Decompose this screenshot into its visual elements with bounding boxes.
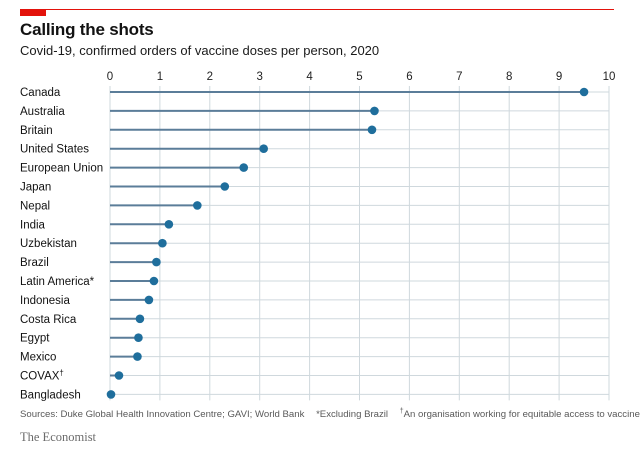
category-label-brazil: Brazil (20, 257, 49, 269)
category-label-uzbekistan: Uzbekistan (20, 238, 77, 250)
footnote-covax: An organisation working for equitable ac… (403, 409, 640, 421)
chart-title: Calling the shots (20, 20, 154, 39)
x-tick-label-5: 5 (356, 71, 362, 83)
footnote-dagger-mark: † (399, 408, 404, 415)
dot-mexico (133, 352, 142, 361)
x-tick-label-8: 8 (506, 71, 512, 83)
dot-uzbekistan (158, 238, 167, 248)
category-label-india: India (20, 219, 46, 231)
category-label-japan: Japan (20, 182, 51, 194)
x-tick-label-4: 4 (306, 71, 313, 83)
dot-indonesia (144, 295, 154, 305)
economist-brand: The Economist (20, 430, 97, 444)
footnote-excluding-brazil: *Excluding Brazil (316, 409, 389, 421)
category-label-european-union: European Union (20, 163, 103, 175)
category-label-bangladesh: Bangladesh (20, 389, 81, 401)
category-label-mexico: Mexico (20, 352, 56, 364)
dot-japan (220, 182, 230, 191)
dot-brazil (152, 257, 161, 267)
category-label-nepal: Nepal (20, 200, 50, 212)
lollipop-chart: 0 1 2 3 4 5 6 7 8 9 10 Canada Australia Britain United… (20, 71, 616, 401)
category-label-covax: COVAX† (20, 369, 64, 383)
x-tick-label-7: 7 (456, 71, 462, 83)
category-label-costa-rica: Costa Rica (20, 314, 77, 326)
category-label-latin-america: Latin America* (20, 276, 95, 288)
chart-subtitle: Covid-19, confirmed orders of vaccine do… (20, 43, 380, 58)
category-label-egypt: Egypt (20, 333, 50, 345)
x-tick-label-3: 3 (256, 71, 262, 83)
dot-australia (370, 106, 379, 116)
x-tick-label-6: 6 (406, 71, 412, 83)
dot-egypt (134, 333, 143, 343)
category-label-britain: Britain (20, 125, 53, 137)
dot-canada (579, 87, 589, 97)
top-red-flag (20, 9, 46, 16)
category-label-australia: Australia (20, 106, 65, 118)
x-tick-label-9: 9 (556, 71, 562, 83)
dot-covax (114, 371, 124, 380)
x-tick-label-1: 1 (157, 71, 163, 83)
dot-united-states (259, 144, 268, 153)
category-label-united-states: United States (20, 144, 89, 156)
x-tick-label-10: 10 (603, 71, 616, 83)
dot-nepal (193, 201, 202, 210)
dot-costa-rica (135, 314, 145, 324)
dot-latin-america (149, 276, 159, 286)
category-label-indonesia: Indonesia (20, 295, 70, 307)
x-tick-label-0: 0 (107, 71, 113, 83)
dot-bangladesh (106, 390, 116, 399)
dot-india (164, 220, 174, 229)
chart-notes: Sources: Duke Global Health Innovation C… (20, 408, 640, 420)
dot-european-union (239, 163, 249, 172)
dot-britain (367, 125, 377, 135)
top-red-rule (20, 9, 614, 10)
sources-note: Sources: Duke Global Health Innovation C… (20, 409, 305, 421)
x-tick-label-2: 2 (207, 71, 213, 83)
category-label-canada: Canada (20, 87, 61, 99)
